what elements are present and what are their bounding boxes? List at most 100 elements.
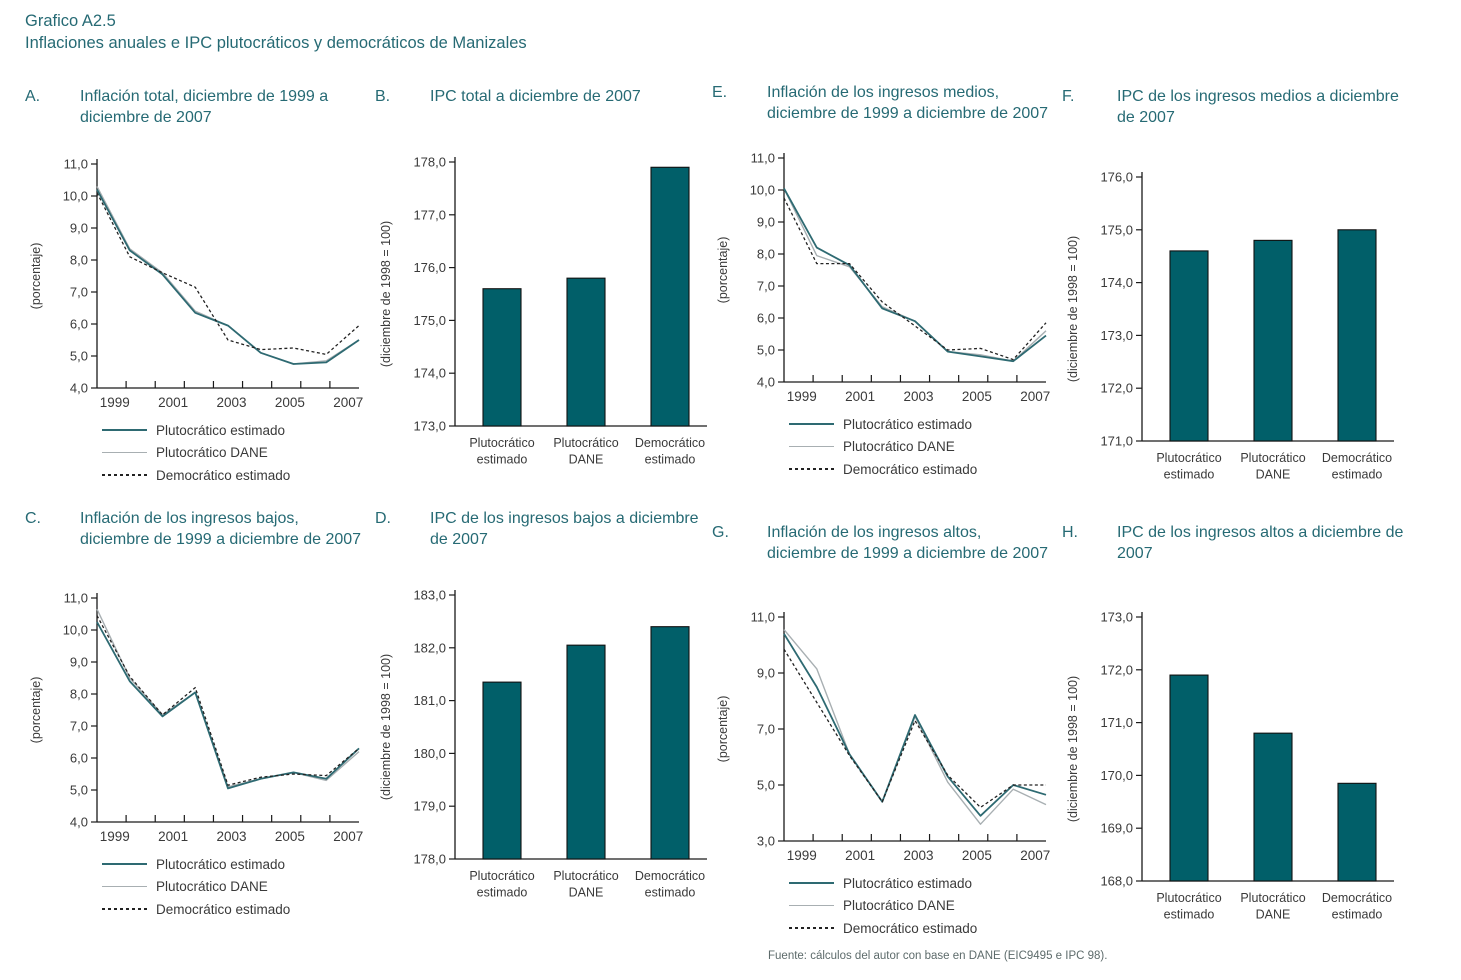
- bar-Plutocrático DANE: [1253, 239, 1293, 442]
- bar-category-label: estimado: [1332, 908, 1383, 922]
- chart-F-svg: 171,0 172,0 173,0 174,0 175,0 176,0 (diciembre…: [1066, 170, 1394, 482]
- chart-h-heading: IPC de los ingresos altos a diciembre de…: [1117, 524, 1404, 562]
- x-tick-label: 2007: [1020, 848, 1050, 863]
- legend-item-dashed: Democrático estimado: [712, 458, 1052, 481]
- bar-Democrático estimado: [1337, 782, 1377, 882]
- y-tick-label: 173,0: [1100, 610, 1133, 625]
- legend-line-sample-solid-teal: [102, 429, 147, 432]
- chart-e-letter: E.: [712, 84, 728, 101]
- y-tick-label: 172,0: [1100, 662, 1133, 677]
- y-tick-label: 9,0: [70, 655, 88, 670]
- chart-D-svg: 178,0 179,0 180,0 181,0 182,0 183,0 (diciembre…: [379, 588, 707, 900]
- legend-item-solid-teal: Plutocrático estimado: [25, 419, 365, 442]
- series-line-dashed: [96, 615, 360, 786]
- chart-a-inflacion-total: A. Inflación total, diciembre de 1999 a …: [25, 86, 365, 487]
- bar-category-label: estimado: [645, 453, 696, 467]
- bar-category-label: Plutocrático: [1240, 451, 1305, 465]
- y-tick-label: 169,0: [1100, 821, 1133, 836]
- bar-Democrático estimado: [650, 626, 690, 860]
- y-tick-label: 7,0: [70, 719, 88, 734]
- series-line-dashed: [783, 648, 1046, 809]
- bar-Plutocrático estimado: [482, 681, 522, 860]
- legend-item-solid-gray: Plutocrático DANE: [712, 895, 1052, 918]
- legend-item-solid-gray: Plutocrático DANE: [25, 442, 365, 465]
- y-tick-label: 11,0: [64, 157, 88, 172]
- chart-d-heading: IPC de los ingresos bajos a diciembre de…: [430, 510, 699, 548]
- y-tick-label: 11,0: [751, 151, 775, 166]
- legend-line-sample-solid-teal: [102, 863, 147, 866]
- series-line-solid-gray: [96, 186, 360, 365]
- series-line-solid-teal: [783, 633, 1047, 817]
- y-tick-label: 181,0: [413, 693, 446, 708]
- y-tick-label: 175,0: [1100, 222, 1133, 237]
- bar-category-label: Democrático: [1322, 891, 1392, 905]
- bar-Plutocrático estimado: [1169, 674, 1209, 882]
- chart-h-letter: H.: [1062, 524, 1078, 541]
- bar-category-label: DANE: [569, 886, 604, 900]
- chart-b-heading: IPC total a diciembre de 2007: [430, 88, 641, 105]
- chart-a-letter: A.: [25, 88, 41, 105]
- y-tick-label: 170,0: [1100, 768, 1133, 783]
- chart-e-heading: Inflación de los ingresos medios, diciem…: [767, 84, 1049, 122]
- y-axis-title: (diciembre de 1998 = 100): [379, 654, 393, 800]
- y-tick-label: 175,0: [413, 313, 446, 328]
- legend-line-sample-dashed: [789, 468, 834, 471]
- y-tick-label: 9,0: [757, 215, 775, 230]
- chart-g-heading: Inflación de los ingresos altos, diciemb…: [767, 524, 1049, 562]
- x-tick-label: 2003: [904, 389, 934, 404]
- x-tick-label: 2001: [158, 395, 188, 410]
- y-tick-label: 4,0: [757, 375, 775, 390]
- bar-category-label: DANE: [1256, 468, 1291, 482]
- y-tick-label: 5,0: [757, 778, 775, 793]
- y-axis-title: (diciembre de 1998 = 100): [1066, 676, 1080, 822]
- chart-b-ipc-total: B. IPC total a diciembre de 2007 173,0 17…: [375, 86, 710, 475]
- x-tick-label: 2007: [333, 829, 363, 844]
- legend-item-dashed: Democrático estimado: [25, 464, 365, 487]
- chart-A-svg: 4,0 5,0 6,0 7,0 8,0 9,0 10,0 11,0 (porcentaje) 19…: [29, 157, 363, 411]
- series-line-solid-teal: [96, 621, 360, 790]
- bar-category-label: estimado: [477, 886, 528, 900]
- legend-label: Democrático estimado: [156, 467, 291, 483]
- y-tick-label: 168,0: [1100, 874, 1133, 889]
- chart-H-svg: 168,0 169,0 170,0 171,0 172,0 173,0 (diciembre…: [1066, 610, 1394, 922]
- y-axis-title: (diciembre de 1998 = 100): [379, 221, 393, 367]
- chart-h-plot: 168,0 169,0 170,0 171,0 172,0 173,0 (diciembre…: [1062, 603, 1407, 930]
- series-line-solid-gray: [96, 608, 360, 788]
- legend-label: Democrático estimado: [156, 901, 291, 917]
- figure-header: Grafico A2.5 Inflaciones anuales e IPC p…: [25, 10, 527, 54]
- chart-d-ipc-ingresos-bajos: D. IPC de los ingresos bajos a diciembre…: [375, 508, 710, 908]
- bar-Plutocrático DANE: [566, 277, 606, 427]
- series-line-solid-teal: [783, 187, 1047, 363]
- y-tick-label: 10,0: [63, 189, 88, 204]
- bar-category-label: Plutocrático: [469, 869, 534, 883]
- chart-e-legend: Plutocrático estimado Plutocrático DANE De…: [712, 413, 1052, 481]
- legend-label: Plutocrático DANE: [156, 879, 268, 895]
- legend-item-dashed: Democrático estimado: [712, 917, 1052, 940]
- y-tick-label: 177,0: [413, 207, 446, 222]
- y-tick-label: 10,0: [750, 183, 775, 198]
- chart-B-svg: 173,0 174,0 175,0 176,0 177,0 178,0 (diciembre…: [379, 155, 707, 467]
- legend-label: Plutocrático DANE: [843, 898, 955, 914]
- bar-category-label: estimado: [1332, 468, 1383, 482]
- x-tick-label: 2001: [845, 848, 875, 863]
- bar-category-label: estimado: [645, 886, 696, 900]
- bar-category-label: Plutocrático: [1156, 451, 1221, 465]
- legend-label: Plutocrático estimado: [843, 416, 973, 432]
- bar-category-label: Plutocrático: [1240, 891, 1305, 905]
- bar-category-label: Plutocrático: [553, 869, 618, 883]
- y-tick-label: 171,0: [1100, 434, 1133, 449]
- bar-category-label: estimado: [1164, 908, 1215, 922]
- y-axis-title: (porcentaje): [29, 677, 43, 744]
- legend-label: Plutocrático estimado: [843, 875, 973, 891]
- y-tick-label: 11,0: [64, 591, 88, 606]
- y-tick-label: 171,0: [1100, 715, 1133, 730]
- legend-line-sample-solid-teal: [789, 882, 834, 885]
- y-tick-label: 178,0: [413, 852, 446, 867]
- x-tick-label: 2007: [333, 395, 363, 410]
- x-tick-label: 2001: [845, 389, 875, 404]
- chart-g-legend: Plutocrático estimado Plutocrático DANE De…: [712, 872, 1052, 940]
- chart-g-inflacion-ingresos-altos: G. Inflación de los ingresos altos, dici…: [712, 522, 1052, 940]
- y-tick-label: 11,0: [751, 610, 775, 625]
- legend-label: Plutocrático estimado: [156, 422, 286, 438]
- y-tick-label: 9,0: [757, 666, 775, 681]
